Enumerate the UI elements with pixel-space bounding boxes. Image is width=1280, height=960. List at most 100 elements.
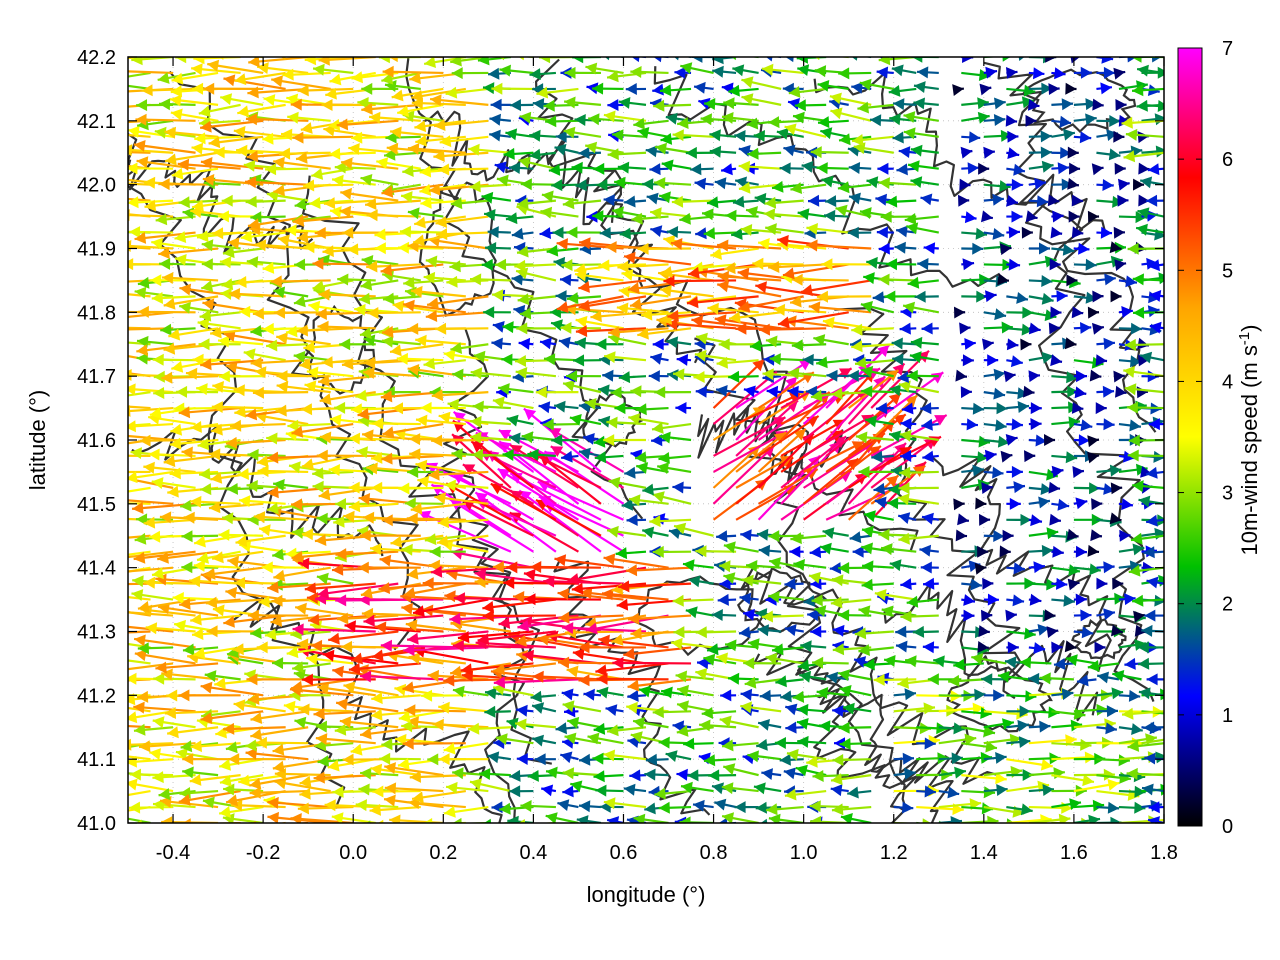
wind-vector — [445, 781, 489, 794]
wind-vector-head — [178, 794, 191, 806]
wind-vector-head — [753, 782, 766, 795]
wind-vector — [128, 742, 129, 744]
wind-vector-shaft — [128, 774, 129, 776]
wind-vector — [1118, 801, 1146, 814]
wind-vector-head — [983, 786, 996, 799]
wind-vector — [527, 770, 556, 782]
wind-vector-head — [245, 747, 258, 760]
wind-vector — [1118, 785, 1146, 798]
wind-vector-head — [128, 405, 131, 417]
wind-vector-head — [76, 597, 87, 609]
wind-vector — [509, 785, 534, 798]
wind-vector-head — [108, 391, 120, 403]
wind-vector — [708, 769, 737, 782]
wind-vector-head — [91, 470, 103, 482]
wind-vector-head — [761, 768, 773, 780]
wind-vector-head — [88, 719, 99, 731]
wind-vector-head — [272, 760, 285, 773]
wind-vector-shaft — [128, 647, 129, 649]
wind-vector — [91, 470, 129, 482]
wind-vector-head — [189, 774, 202, 786]
wind-vector-head — [1163, 715, 1164, 720]
wind-vector — [238, 774, 286, 787]
wind-vector-head — [1134, 785, 1146, 798]
wind-vector-head — [527, 770, 539, 782]
wind-vector — [76, 597, 129, 609]
wind-vector — [128, 455, 129, 458]
wind-vector-head — [1160, 783, 1164, 796]
wind-vector-head — [267, 811, 279, 823]
wind-vector — [175, 747, 219, 761]
wind-vector-head — [384, 794, 396, 807]
wind-vector-head — [722, 812, 734, 823]
wind-vector-head — [518, 819, 526, 823]
wind-vector-shaft — [128, 662, 129, 664]
wind-vector — [654, 787, 692, 800]
wind-vector — [722, 763, 759, 777]
wind-vector-head — [370, 763, 383, 776]
wind-vector — [222, 813, 264, 823]
wind-vector — [516, 753, 534, 765]
wind-vector — [219, 774, 264, 787]
wind-vector-head — [92, 346, 104, 358]
wind-vector-head — [108, 653, 120, 665]
wind-vector-shaft — [128, 471, 129, 474]
wind-vector-head — [446, 781, 458, 794]
wind-vector — [595, 784, 624, 797]
wind-vector — [541, 784, 557, 797]
wind-vector — [560, 751, 579, 764]
wind-vector-head — [222, 813, 235, 823]
wind-vector-head — [576, 815, 589, 823]
wind-vector-head — [317, 755, 329, 768]
wind-vector-head — [831, 803, 844, 816]
wind-vector-head — [227, 825, 239, 837]
wind-vector-shaft — [128, 455, 129, 458]
wind-vector — [443, 805, 489, 818]
wind-vector — [812, 770, 849, 782]
wind-vector — [128, 343, 129, 345]
wind-vector — [680, 781, 714, 794]
wind-vector — [290, 813, 354, 823]
wind-vector — [379, 752, 421, 765]
wind-vector-head — [114, 664, 126, 676]
wind-vector-head — [128, 778, 138, 791]
wind-vector-head — [922, 818, 931, 823]
wind-vector — [840, 813, 872, 823]
wind-vector — [593, 770, 624, 783]
wind-vector-head — [507, 815, 519, 823]
wind-vector — [718, 817, 737, 823]
wind-vector-head — [297, 802, 309, 815]
wind-vector — [1073, 768, 1115, 781]
wind-vector-head — [950, 816, 962, 823]
wind-vector — [218, 758, 264, 771]
wind-vector-head — [228, 753, 240, 766]
wind-vector-head — [327, 759, 340, 772]
wind-vector-head — [444, 805, 456, 818]
contour-line — [931, 455, 1112, 673]
wind-vector-head — [452, 817, 462, 823]
wind-vector-head — [904, 767, 916, 780]
wind-vector-head — [1020, 803, 1033, 816]
wind-vector-shaft — [128, 327, 129, 329]
wind-vector-shaft — [187, 821, 196, 823]
wind-vector-head — [342, 753, 354, 766]
wind-vector-shaft — [128, 424, 129, 426]
wind-vector-head — [92, 656, 103, 668]
wind-vector-head — [84, 578, 95, 590]
wind-vector-shaft — [128, 789, 151, 797]
wind-vector-head — [562, 785, 574, 798]
wind-vector — [1073, 799, 1105, 812]
wind-vector — [369, 803, 421, 816]
wind-vector — [423, 818, 466, 823]
wind-vector-head — [384, 782, 397, 795]
contour-line — [437, 328, 527, 821]
wind-vector — [182, 766, 219, 779]
wind-vector-shaft — [128, 343, 129, 345]
wind-vector-head — [902, 801, 914, 814]
wind-vector-head — [202, 796, 215, 809]
wind-vector-head — [219, 774, 232, 787]
wind-vector — [714, 798, 737, 811]
wind-vector-head — [768, 813, 781, 823]
wind-vector — [961, 786, 996, 799]
wind-vector — [438, 753, 489, 766]
